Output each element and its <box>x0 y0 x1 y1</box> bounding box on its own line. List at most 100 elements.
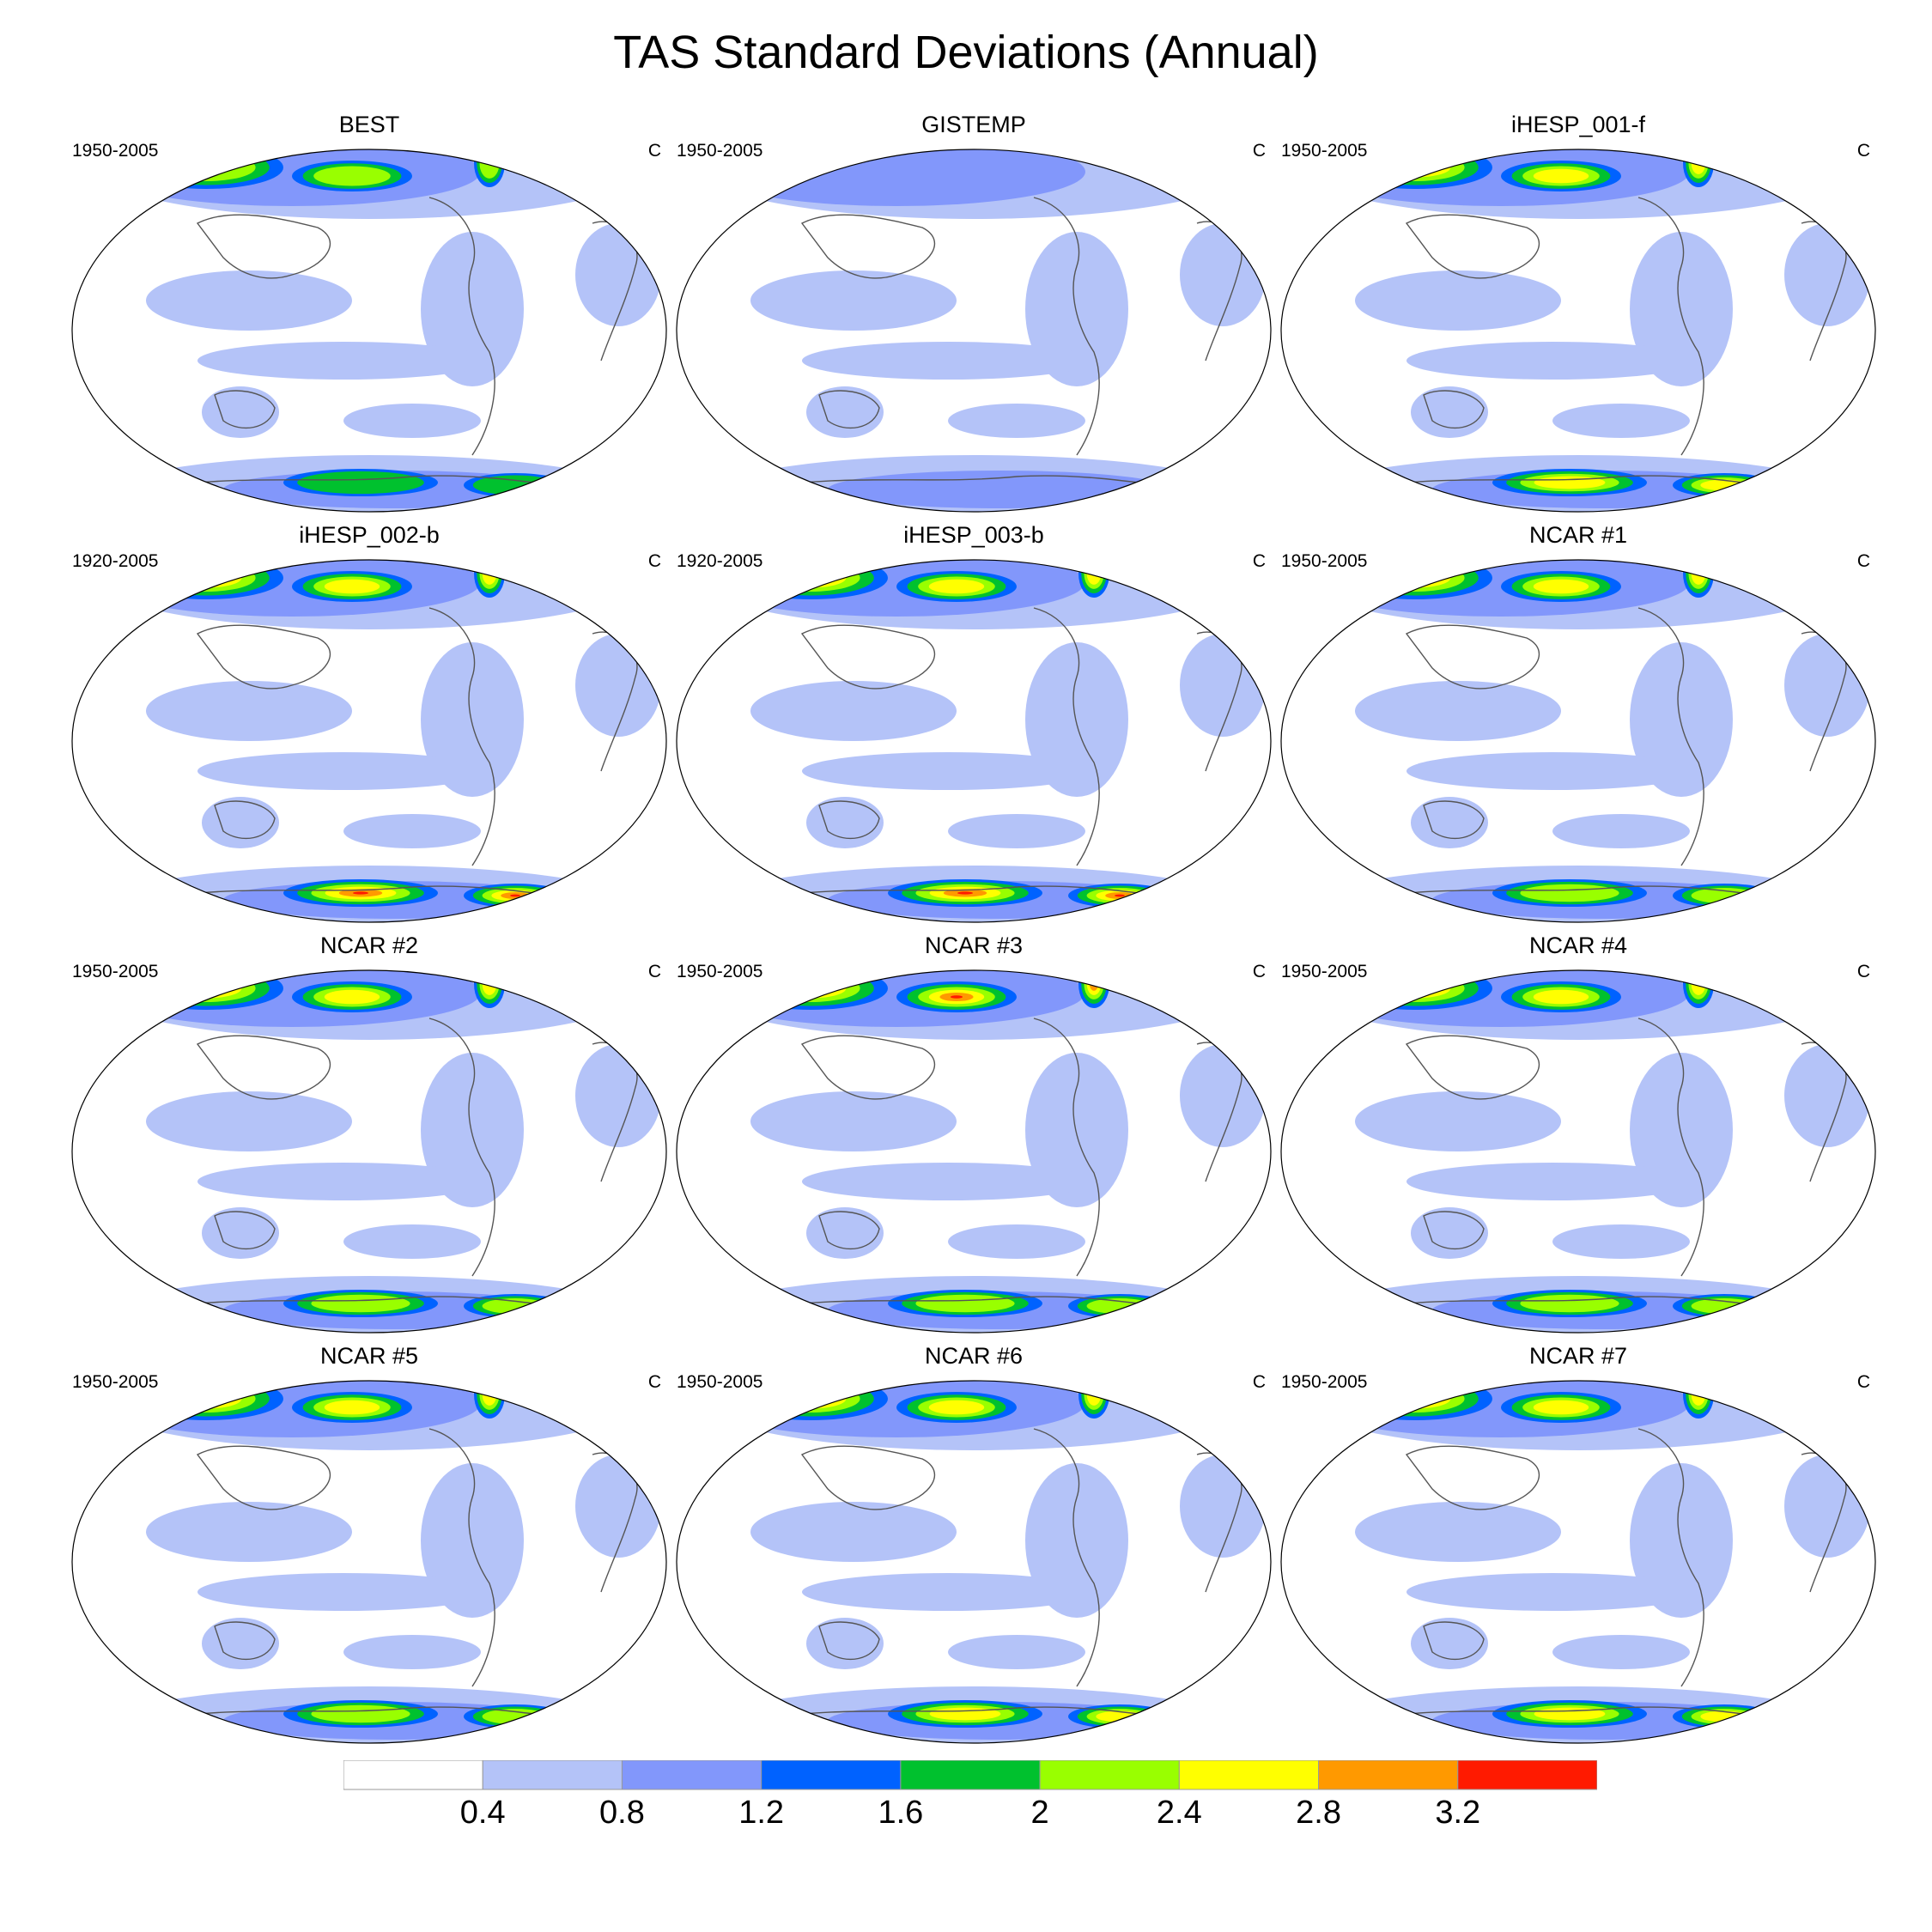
panel-unit: C <box>1252 962 1266 981</box>
australia-region <box>806 1618 884 1669</box>
colorbar-tick-label: 1.6 <box>878 1795 924 1831</box>
asia-region <box>1355 1091 1561 1151</box>
north-anomaly-6 <box>170 978 242 999</box>
australia-region <box>202 386 279 438</box>
asia-region <box>1355 270 1561 331</box>
tropical-pacific-band <box>197 1163 489 1200</box>
africa-europe-region <box>1784 1044 1870 1147</box>
map-panel: iHESP_003-b 1920-2005 C <box>673 522 1274 926</box>
panel-title: NCAR #3 <box>924 933 1024 958</box>
south-anomaly-8 <box>510 894 520 897</box>
asia-region <box>750 1502 957 1562</box>
coastline <box>818 390 880 429</box>
panel-years: 1950-2005 <box>72 1372 159 1392</box>
map-outline <box>71 1380 667 1744</box>
map-panel: NCAR #7 1950-2005 C <box>1278 1343 1879 1747</box>
panel-title: iHESP_001-f <box>1510 112 1646 137</box>
colorbar-tick-label: 2.8 <box>1296 1795 1341 1831</box>
south-anomaly-4 <box>297 471 424 495</box>
map-panel: NCAR #6 1950-2005 C <box>673 1343 1274 1747</box>
coastline <box>1637 607 1704 866</box>
colorbar-box <box>343 1760 483 1790</box>
asia-region <box>750 1091 957 1151</box>
panel-years: 1950-2005 <box>72 141 159 161</box>
panel-unit: C <box>1856 551 1870 571</box>
coastline <box>1033 607 1100 866</box>
coastline <box>196 624 331 690</box>
panel-title: NCAR #7 <box>1528 1343 1628 1369</box>
coastline <box>428 1018 495 1277</box>
south-anomaly-5 <box>1520 1294 1619 1313</box>
australia-region <box>1411 1207 1488 1259</box>
coastline <box>1033 197 1100 456</box>
coastline <box>428 607 495 866</box>
asia-region <box>146 1091 352 1151</box>
south-anomaly-6 <box>1700 479 1748 491</box>
colorbar-box <box>621 1760 762 1790</box>
africa-europe-region <box>1180 1044 1266 1147</box>
north-anomaly-6 <box>1379 1388 1451 1409</box>
coastline <box>800 214 936 279</box>
colorbar-box <box>1318 1760 1459 1790</box>
north-anomaly-6 <box>1533 579 1589 594</box>
panel-title: NCAR #2 <box>319 933 419 958</box>
coastline <box>1405 1035 1540 1100</box>
panel-years: 1920-2005 <box>72 551 159 571</box>
world-map <box>676 149 1272 513</box>
colorbar-tick-label: 3.2 <box>1435 1795 1481 1831</box>
tropical-pacific-band <box>197 342 489 380</box>
colorbar-box <box>1039 1760 1180 1790</box>
map-panel: NCAR #2 1950-2005 C <box>69 933 670 1336</box>
north-anomaly-6 <box>324 989 380 1005</box>
north-anomaly-6 <box>1533 989 1589 1005</box>
north-anomaly-6 <box>775 978 847 999</box>
south-anomaly-5 <box>311 1294 410 1313</box>
australia-region <box>1411 386 1488 438</box>
panel-unit: C <box>647 141 661 161</box>
world-map <box>676 969 1272 1334</box>
south-pacific-band <box>948 404 1085 438</box>
panel-years: 1950-2005 <box>677 962 763 981</box>
colorbar <box>343 1760 1597 1790</box>
south-anomaly-5 <box>311 1704 410 1723</box>
coastline <box>196 1445 331 1510</box>
south-pacific-band <box>343 1224 481 1259</box>
north-anomaly-6 <box>775 1388 847 1409</box>
world-map <box>71 969 667 1334</box>
tropical-pacific-band <box>802 342 1094 380</box>
colorbar-box <box>1178 1760 1320 1790</box>
south-anomaly-4 <box>472 475 558 495</box>
coastline <box>428 197 495 456</box>
australia-region <box>202 797 279 848</box>
map-panel: NCAR #5 1950-2005 C <box>69 1343 670 1747</box>
map-outline <box>71 969 667 1334</box>
tropical-pacific-band <box>1406 342 1698 380</box>
australia-region <box>1411 1618 1488 1669</box>
map-outline <box>676 1380 1272 1744</box>
world-map <box>676 559 1272 923</box>
coastline <box>214 1211 276 1250</box>
panel-title: BEST <box>338 112 400 137</box>
africa-europe-region <box>1180 223 1266 326</box>
world-map <box>1280 149 1876 513</box>
coastline <box>818 800 880 840</box>
panel-years: 1950-2005 <box>1281 962 1368 981</box>
coastline <box>1637 1428 1704 1687</box>
panel-unit: C <box>1252 1372 1266 1392</box>
south-pacific-band <box>343 814 481 848</box>
coastline <box>1423 390 1485 429</box>
south-pacific-band <box>948 1224 1085 1259</box>
coastline <box>1405 1445 1540 1510</box>
panel-title: iHESP_002-b <box>299 522 440 548</box>
north-anomaly-6 <box>1379 978 1451 999</box>
australia-region <box>806 386 884 438</box>
asia-region <box>146 681 352 741</box>
south-pacific-band <box>1552 814 1690 848</box>
north-anomaly-6 <box>324 1400 380 1415</box>
colorbar-tick-label: 0.4 <box>459 1795 506 1831</box>
panel-years: 1950-2005 <box>72 962 159 981</box>
panel-title: NCAR #6 <box>924 1343 1024 1369</box>
tropical-pacific-band <box>1406 752 1698 790</box>
colorbar-tick-label: 2.4 <box>1156 1795 1202 1831</box>
panel-title: GISTEMP <box>921 112 1026 137</box>
